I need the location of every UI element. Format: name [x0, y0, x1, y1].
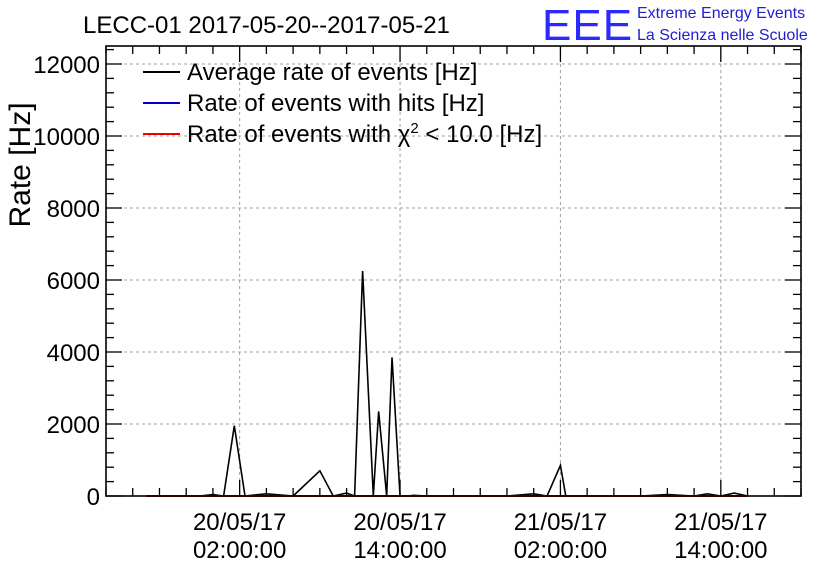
logo-line-2: La Scienza nelle Scuole	[637, 27, 808, 44]
y-tick-label-5: 10000	[33, 124, 100, 151]
logo-line-1: Extreme Energy Events	[637, 5, 805, 22]
x-tick-labels: 20/05/1702:00:0020/05/1714:00:0021/05/17…	[193, 509, 768, 564]
y-tick-label-3: 6000	[47, 268, 100, 295]
legend-label-main: Rate of events with χ	[187, 121, 411, 148]
legend-label-superscript: 2	[410, 120, 418, 137]
series-line-0	[146, 270, 748, 498]
axis-ticks	[105, 46, 802, 497]
x-tick-label-date-2: 21/05/17	[514, 509, 607, 536]
x-tick-label-date-0: 20/05/17	[193, 509, 286, 536]
y-tick-label-2: 4000	[47, 340, 100, 367]
chart-title: LECC-01 2017-05-20--2017-05-21	[83, 12, 450, 39]
x-tick-label-time-3: 14:00:00	[674, 537, 767, 564]
series-lines	[146, 270, 748, 498]
grid-lines	[106, 46, 801, 496]
y-tick-label-0: 0	[87, 484, 100, 511]
y-tick-label-4: 8000	[47, 196, 100, 223]
legend: Average rate of events [Hz] Rate of event…	[143, 59, 542, 148]
y-tick-label-6: 12000	[33, 52, 100, 79]
legend-label-0: Average rate of events [Hz]	[187, 59, 477, 86]
x-tick-label-time-1: 14:00:00	[353, 537, 446, 564]
legend-label-tail: < 10.0 [Hz]	[419, 121, 542, 148]
x-tick-label-time-0: 02:00:00	[193, 537, 286, 564]
x-tick-label-time-2: 02:00:00	[514, 537, 607, 564]
eee-logo: EEE Extreme Energy Events La Scienza nel…	[542, 1, 808, 50]
y-tick-label-1: 2000	[47, 412, 100, 439]
x-tick-label-date-1: 20/05/17	[353, 509, 446, 536]
x-tick-label-date-3: 21/05/17	[674, 509, 767, 536]
y-axis-label: Rate [Hz]	[4, 102, 37, 227]
legend-label-2: Rate of events with χ2 < 10.0 [Hz]	[187, 120, 542, 148]
y-tick-labels: 0 2000 4000 6000 8000 10000 12000	[33, 52, 100, 511]
logo-mark: EEE	[542, 1, 633, 50]
legend-label-1: Rate of events with hits [Hz]	[187, 90, 484, 117]
